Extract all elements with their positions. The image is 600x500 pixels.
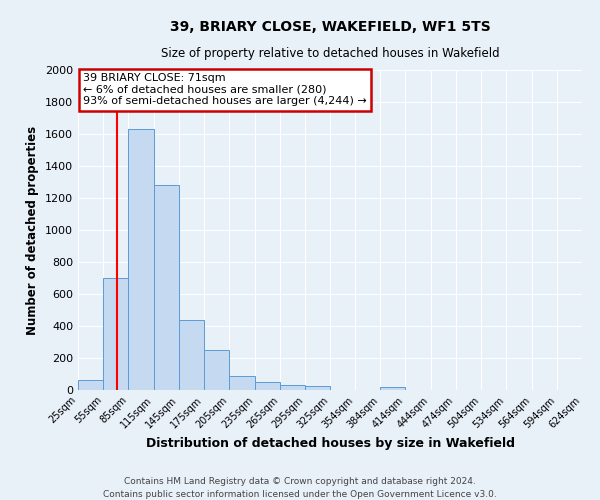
Bar: [380, 387, 406, 390]
Bar: [254, 382, 280, 390]
Y-axis label: Number of detached properties: Number of detached properties: [26, 126, 40, 334]
Bar: [280, 385, 305, 390]
Text: 39 BRIARY CLOSE: 71sqm
← 6% of detached houses are smaller (280)
93% of semi-det: 39 BRIARY CLOSE: 71sqm ← 6% of detached …: [83, 73, 367, 106]
Text: Contains public sector information licensed under the Open Government Licence v3: Contains public sector information licen…: [103, 490, 497, 499]
Text: Contains HM Land Registry data © Crown copyright and database right 2024.: Contains HM Land Registry data © Crown c…: [124, 478, 476, 486]
Bar: [229, 376, 254, 390]
Bar: [128, 129, 154, 390]
Bar: [103, 278, 128, 390]
Bar: [305, 386, 331, 390]
X-axis label: Distribution of detached houses by size in Wakefield: Distribution of detached houses by size …: [146, 436, 515, 450]
Bar: [204, 350, 229, 390]
Bar: [78, 380, 103, 390]
Text: Size of property relative to detached houses in Wakefield: Size of property relative to detached ho…: [161, 48, 499, 60]
Bar: [179, 320, 204, 390]
Bar: [154, 185, 179, 390]
Text: 39, BRIARY CLOSE, WAKEFIELD, WF1 5TS: 39, BRIARY CLOSE, WAKEFIELD, WF1 5TS: [170, 20, 490, 34]
